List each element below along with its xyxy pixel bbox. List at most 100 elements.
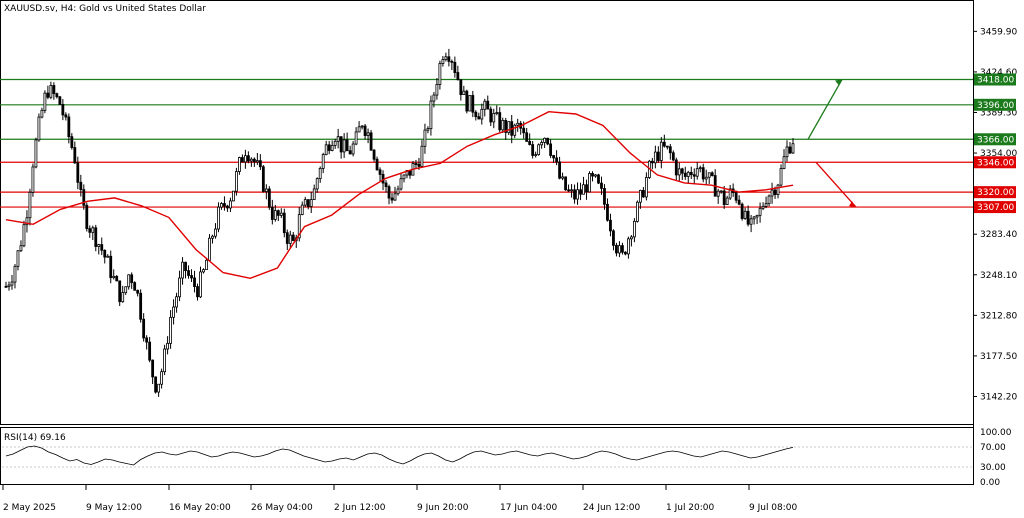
candle-body-bull xyxy=(570,189,573,192)
candle-body-bull xyxy=(659,141,663,161)
candle-body-bear xyxy=(270,206,274,220)
candle-body-bear xyxy=(498,112,502,131)
candle-body-bull xyxy=(172,306,175,318)
candle-body-bear xyxy=(348,150,352,155)
candle-body-bear xyxy=(552,155,556,159)
candle-body-bull xyxy=(444,56,448,61)
candle-body-bull xyxy=(255,160,259,163)
candle-body-bear xyxy=(525,132,529,142)
candle-body-bull xyxy=(537,144,541,155)
candle-body-bull xyxy=(208,237,211,261)
candle-body-bull xyxy=(202,269,205,273)
candle-body-bull xyxy=(770,189,774,197)
candle-body-bear xyxy=(79,181,83,190)
candle-body-bull xyxy=(462,90,466,96)
candle-body-bear xyxy=(459,79,463,96)
candle-body-bull xyxy=(749,218,753,225)
candle-body-bear xyxy=(609,219,612,232)
candle-body-bull xyxy=(318,167,322,180)
time-tick-label: 9 Jul 08:00 xyxy=(749,503,798,513)
candle-body-bear xyxy=(252,158,256,163)
candle-body-bear xyxy=(223,203,226,207)
candle-body-bull xyxy=(543,137,547,143)
candle-body-bear xyxy=(624,251,627,255)
rsi-line xyxy=(5,445,794,466)
candle-body-bull xyxy=(330,144,334,151)
candle-body-bear xyxy=(115,275,119,282)
candle-body-bear xyxy=(600,182,603,189)
candle-body-bear xyxy=(258,160,262,168)
price-axis-labels: 3459.90 3424.60 3389.30 3354.00 3283.40 3248.… xyxy=(973,27,1017,402)
candle-body-bear xyxy=(4,285,8,288)
candle-body-bear xyxy=(474,111,478,118)
level-tag-label: 3307.00 xyxy=(977,203,1014,213)
candle-body-bear xyxy=(306,199,310,207)
candle-body-bear xyxy=(689,171,693,176)
candle-body-bear xyxy=(489,108,493,123)
candle-body-bull xyxy=(169,316,172,344)
time-tick-label: 9 Jun 20:00 xyxy=(417,503,469,513)
candle-body-bear xyxy=(82,189,86,206)
candle-body-bear xyxy=(564,176,567,191)
candle-body-bull xyxy=(178,277,181,298)
candle-body-bull xyxy=(468,95,472,112)
candle-body-bear xyxy=(151,359,155,378)
candle-body-bear xyxy=(154,376,158,393)
candle-body-bull xyxy=(157,383,161,393)
candle-body-bear xyxy=(61,104,65,116)
candle-body-bull xyxy=(324,144,328,155)
candle-body-bear xyxy=(546,137,550,145)
bullish-arrow-head xyxy=(835,79,842,86)
support-tag xyxy=(974,201,1016,214)
candle-body-bull xyxy=(483,100,487,110)
candle-body-bear xyxy=(100,244,104,251)
support-tag xyxy=(974,186,1016,199)
candle-body-bear xyxy=(740,203,744,219)
candle-body-bull xyxy=(435,84,439,96)
candle-body-bear xyxy=(261,166,265,192)
candle-body-bear xyxy=(486,100,490,110)
candle-body-bear xyxy=(531,144,535,156)
candle-body-bear xyxy=(246,155,250,162)
candle-body-bear xyxy=(103,249,107,258)
candle-body-bull xyxy=(160,371,164,385)
candle-body-bear xyxy=(573,189,576,200)
level-tag-label: 3346.00 xyxy=(977,158,1014,168)
price-tick-label: 3142.20 xyxy=(980,392,1017,402)
candle-body-bear xyxy=(788,146,792,154)
candle-body-bull xyxy=(396,188,400,195)
candle-body-bull xyxy=(288,234,292,244)
candle-body-bear xyxy=(612,230,615,246)
candle-body-bull xyxy=(19,245,23,252)
candle-body-bull xyxy=(743,210,747,219)
candle-body-bull xyxy=(360,125,364,128)
candle-body-bull xyxy=(235,171,238,192)
candle-body-bull xyxy=(782,156,786,169)
candle-body-bear xyxy=(55,93,59,98)
candle-body-bull xyxy=(354,131,358,145)
candle-body-bull xyxy=(321,154,325,169)
resistance-tag xyxy=(974,133,1016,146)
time-tick-label: 1 Jul 20:00 xyxy=(666,503,715,513)
level-tag-label: 3366.00 xyxy=(977,135,1014,145)
candle-body-bull xyxy=(279,212,283,216)
candle-body-bull xyxy=(576,189,579,200)
candle-body-bull xyxy=(695,168,699,177)
candle-body-bull xyxy=(357,126,361,133)
candle-body-bull xyxy=(441,59,445,64)
candle-body-bull xyxy=(112,275,116,279)
candle-body-bear xyxy=(145,337,149,343)
candle-body-bear xyxy=(453,61,457,73)
candle-body-bull xyxy=(644,177,648,198)
candle-body-bear xyxy=(591,173,594,177)
price-tick-label: 3389.30 xyxy=(980,108,1017,118)
candle-body-bull xyxy=(43,92,47,111)
candle-body-bear xyxy=(701,167,705,180)
candle-body-bull xyxy=(704,176,708,180)
candle-body-bull xyxy=(638,189,642,203)
rsi-title: RSI(14) 69.16 xyxy=(4,433,66,443)
candle-body-bear xyxy=(193,277,196,287)
candle-body-bull xyxy=(438,63,442,85)
candle-body-bear xyxy=(139,292,143,320)
moving-average-line xyxy=(5,110,794,280)
